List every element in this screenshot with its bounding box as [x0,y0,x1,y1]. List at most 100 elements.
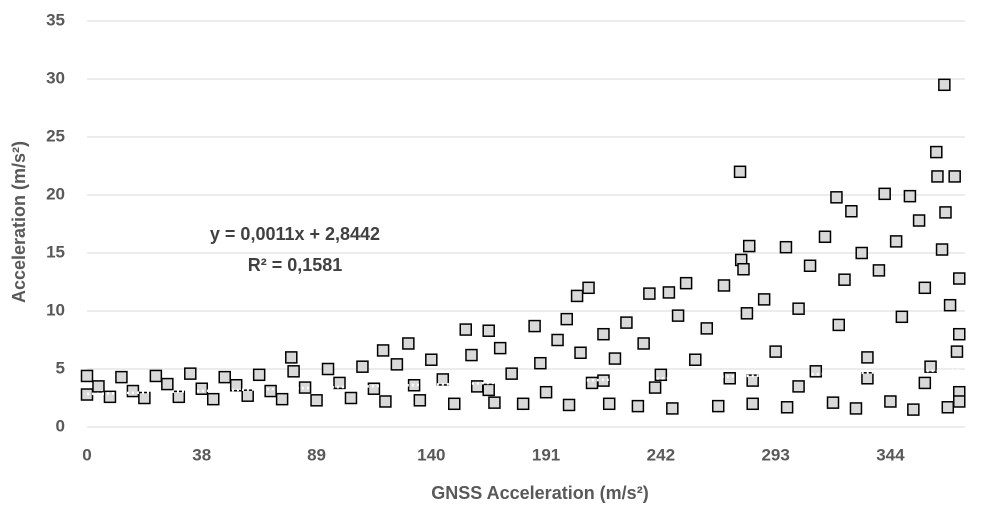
point [733,165,747,179]
point [903,189,917,203]
point [379,395,392,408]
point [333,376,346,390]
point [700,322,714,335]
x-tick-label: 344 [876,445,905,464]
point [161,377,174,391]
point [482,324,495,337]
point [849,402,863,415]
point [218,370,231,384]
point [832,318,846,332]
point [608,352,622,365]
trend-equation: y = 0,0011x + 2,8442 [210,224,380,244]
point [938,78,951,92]
point [562,398,576,412]
x-tick-label: 0 [82,445,91,464]
point [912,214,926,227]
point [740,307,754,320]
point [654,368,668,382]
r-squared: R² = 0,1581 [248,255,343,275]
point [826,396,840,409]
point [779,240,793,254]
point [780,401,794,414]
point [884,395,897,408]
y-tick-label: 35 [46,10,65,29]
point [367,382,381,395]
point [560,312,573,326]
point [465,348,478,362]
point [390,358,404,371]
y-tick-label: 0 [56,416,65,435]
point [103,390,117,404]
point [138,391,151,405]
point [924,360,937,373]
point [482,383,495,397]
point [92,380,105,393]
x-tick-label: 89 [307,445,326,464]
point [872,264,886,277]
point [809,365,823,378]
y-tick-label: 5 [56,358,65,377]
point [930,145,943,159]
point [737,262,750,276]
point [115,370,128,384]
point [516,397,530,411]
point [855,246,868,260]
x-tick-label: 191 [532,445,560,464]
point [376,344,390,357]
point [602,397,616,411]
point [459,323,472,336]
point [950,345,964,358]
point [493,341,507,355]
point [488,396,501,409]
point [285,351,298,364]
point [80,388,94,401]
point [298,381,312,394]
x-tick-label: 242 [647,445,675,464]
point [425,353,438,366]
point [551,333,564,347]
point [528,319,541,333]
point [723,372,736,385]
y-tick-label: 25 [46,126,65,145]
x-tick-label: 38 [192,445,211,464]
point [679,276,693,290]
trendline [86,368,960,396]
point [539,385,553,399]
point [637,337,650,350]
point [643,287,656,300]
point [953,327,966,341]
point [717,279,731,292]
point [803,259,817,273]
point [448,397,461,411]
point [689,353,702,366]
y-axis-title: Acceleration (m/s²) [9,141,29,303]
point [895,310,909,324]
point [757,293,771,306]
point [792,302,805,315]
point [534,356,547,370]
point [918,376,932,390]
point [275,392,289,406]
y-tick-label: 15 [46,242,65,261]
x-tick-label: 293 [761,445,789,464]
point [711,399,725,413]
point [195,382,209,395]
point [746,397,759,411]
point [570,289,584,303]
x-tick-label: 140 [417,445,445,464]
point [413,394,427,407]
y-tick-label: 20 [46,184,65,203]
point [671,309,685,322]
point [597,327,610,341]
point [574,346,587,360]
point [861,372,874,385]
point [149,369,163,383]
point [126,384,140,398]
y-tick-label: 30 [46,68,65,87]
point [241,389,254,402]
x-axis-title: GNSS Acceleration (m/s²) [431,483,648,503]
point [878,187,891,201]
point [356,360,369,373]
point [935,243,949,256]
point [631,399,645,413]
